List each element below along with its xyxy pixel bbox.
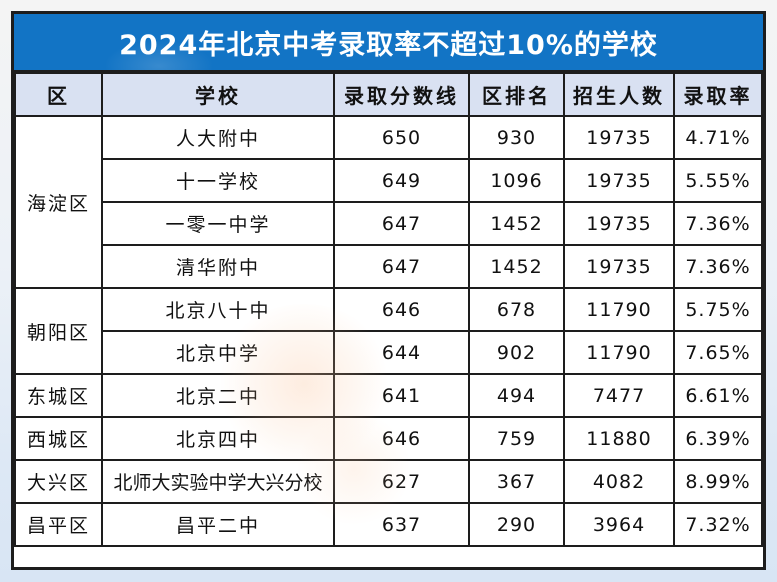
admission-rate-cell: 5.75% xyxy=(673,287,763,332)
cutoff-score-cell: 647 xyxy=(333,244,470,289)
column-header-enrollment: 招生人数 xyxy=(563,72,675,117)
enrollment-cell: 19735 xyxy=(563,244,675,289)
district-rank-cell: 1096 xyxy=(468,158,565,203)
cutoff-score-cell: 646 xyxy=(333,416,470,461)
admission-rate-cell: 5.55% xyxy=(673,158,763,203)
school-cell: 北京八十中 xyxy=(101,287,335,332)
column-header-district: 区 xyxy=(14,72,103,117)
admission-rate-cell: 7.65% xyxy=(673,330,763,375)
district-cell-chaoyang: 朝阳区 xyxy=(14,287,103,375)
enrollment-cell: 3964 xyxy=(563,502,675,547)
enrollment-cell: 4082 xyxy=(563,459,675,504)
cutoff-score-cell: 646 xyxy=(333,287,470,332)
school-cell: 一零一中学 xyxy=(101,201,335,246)
table-row: 昌平区 昌平二中 637 290 3964 7.32% xyxy=(14,502,763,547)
table-row: 西城区 北京四中 646 759 11880 6.39% xyxy=(14,416,763,461)
table-row: 十一学校 649 1096 19735 5.55% xyxy=(15,158,763,203)
admission-rate-cell: 6.39% xyxy=(673,416,763,461)
table-title-text: 2024年北京中考录取率不超过10%的学校 xyxy=(119,29,658,61)
district-rank-cell: 1452 xyxy=(468,244,565,289)
district-cell-haidian: 海淀区 xyxy=(14,115,103,289)
cutoff-score-cell: 644 xyxy=(333,330,470,375)
district-rank-cell: 759 xyxy=(468,416,565,461)
district-cell-daxing: 大兴区 xyxy=(14,459,103,504)
header-row: 区 学校 录取分数线 区排名 招生人数 录取率 xyxy=(14,72,763,117)
enrollment-cell: 11790 xyxy=(563,330,675,375)
district-rank-cell: 1452 xyxy=(468,201,565,246)
enrollment-cell: 7477 xyxy=(563,373,675,418)
table-title: 2024年北京中考录取率不超过10%的学校 xyxy=(14,14,763,72)
table-row: 大兴区 北师大实验中学大兴分校 627 367 4082 8.99% xyxy=(14,459,763,504)
school-cell: 昌平二中 xyxy=(101,502,335,547)
table-row: 北京中学 644 902 11790 7.65% xyxy=(15,330,763,375)
admission-rate-cell: 6.61% xyxy=(673,373,763,418)
table-row: 一零一中学 647 1452 19735 7.36% xyxy=(15,201,763,246)
admission-rate-table-card: 2024年北京中考录取率不超过10%的学校 区 学校 录取分数线 区排名 招生人… xyxy=(11,11,766,570)
district-rank-cell: 930 xyxy=(468,115,565,160)
cutoff-score-cell: 627 xyxy=(333,459,470,504)
district-rank-cell: 494 xyxy=(468,373,565,418)
admission-rate-cell: 4.71% xyxy=(673,115,763,160)
enrollment-cell: 11880 xyxy=(563,416,675,461)
column-header-district-rank: 区排名 xyxy=(468,72,565,117)
district-rank-cell: 902 xyxy=(468,330,565,375)
district-cell-dongcheng: 东城区 xyxy=(14,373,103,418)
admission-rate-cell: 7.36% xyxy=(673,201,763,246)
enrollment-cell: 19735 xyxy=(563,158,675,203)
enrollment-cell: 19735 xyxy=(563,115,675,160)
table-row: 清华附中 647 1452 19735 7.36% xyxy=(15,244,763,289)
cutoff-score-cell: 637 xyxy=(333,502,470,547)
admission-rate-cell: 8.99% xyxy=(673,459,763,504)
cutoff-score-cell: 641 xyxy=(333,373,470,418)
enrollment-cell: 11790 xyxy=(563,287,675,332)
district-cell-changping: 昌平区 xyxy=(14,502,103,547)
cutoff-score-cell: 650 xyxy=(333,115,470,160)
school-cell: 北京中学 xyxy=(101,330,335,375)
district-cell-xicheng: 西城区 xyxy=(14,416,103,461)
district-rank-cell: 678 xyxy=(468,287,565,332)
school-cell: 清华附中 xyxy=(101,244,335,289)
school-cell: 人大附中 xyxy=(101,115,335,160)
district-rank-cell: 367 xyxy=(468,459,565,504)
column-header-cutoff-score: 录取分数线 xyxy=(333,72,470,117)
district-rank-cell: 290 xyxy=(468,502,565,547)
admission-rate-cell: 7.32% xyxy=(673,502,763,547)
school-cell: 北师大实验中学大兴分校 xyxy=(101,459,335,504)
enrollment-cell: 19735 xyxy=(563,201,675,246)
cutoff-score-cell: 649 xyxy=(333,158,470,203)
cutoff-score-cell: 647 xyxy=(333,201,470,246)
school-cell: 十一学校 xyxy=(101,158,335,203)
admission-rate-cell: 7.36% xyxy=(673,244,763,289)
table-row: 朝阳区 北京八十中 646 678 11790 5.75% xyxy=(14,287,763,375)
table-row: 海淀区 人大附中 650 930 19735 4.71% xyxy=(14,115,763,289)
school-cell: 北京四中 xyxy=(101,416,335,461)
column-header-school: 学校 xyxy=(101,72,335,117)
column-header-admission-rate: 录取率 xyxy=(673,72,763,117)
school-cell: 北京二中 xyxy=(101,373,335,418)
admission-table: 区 学校 录取分数线 区排名 招生人数 录取率 海淀区 人大附中 650 930… xyxy=(14,72,763,547)
table-row: 东城区 北京二中 641 494 7477 6.61% xyxy=(14,373,763,418)
